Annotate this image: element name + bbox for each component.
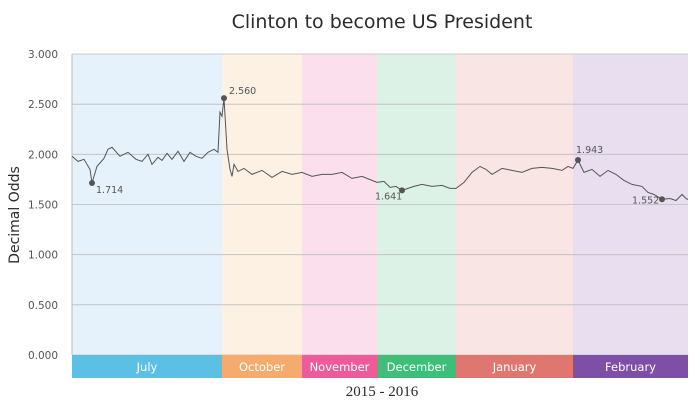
month-segment-january: [456, 355, 573, 378]
month-label: November: [310, 360, 370, 374]
annotation-label: 2.560: [229, 86, 256, 97]
month-segment-november: [302, 355, 377, 378]
x-axis-label: 2015 - 2016: [346, 384, 419, 400]
y-tick-label: 0.000: [28, 350, 58, 362]
annotation-label: 1.641: [375, 191, 402, 202]
y-tick-label: 1.500: [28, 200, 58, 212]
annotation-label: 1.714: [96, 185, 123, 196]
month-segment-october: [222, 355, 302, 378]
annotation-point: [221, 95, 227, 102]
annotation-label: 1.943: [576, 145, 603, 156]
annotation-label: 1.552: [632, 195, 659, 206]
month-bar: July October November December January Februa…: [72, 355, 688, 378]
month-label: July: [136, 360, 158, 374]
chart-title: Clinton to become US President: [232, 11, 533, 33]
month-label: February: [605, 360, 656, 374]
y-tick-label: 2.000: [28, 149, 58, 161]
y-axis-label: Decimal Odds: [7, 166, 23, 264]
month-label: January: [492, 360, 537, 374]
annotation-point: [399, 187, 405, 194]
series-line: [71, 98, 689, 202]
y-tick-labels: 0.000 0.500 1.000 1.500 2.000 2.500 3.000: [28, 49, 58, 362]
month-segment-february: [573, 355, 688, 378]
annotation-point: [575, 157, 581, 164]
month-segment-december: [377, 355, 456, 378]
month-label: October: [239, 360, 285, 374]
annotation-point: [659, 196, 665, 203]
annotation-point: [89, 180, 95, 187]
month-segment-july: [72, 355, 222, 378]
month-label: December: [387, 360, 447, 374]
annotations: 1.714 2.560 1.641 1.943 1.552: [89, 86, 665, 206]
y-tick-label: 3.000: [28, 49, 58, 61]
y-tick-label: 1.000: [28, 250, 58, 262]
y-tick-label: 0.500: [28, 300, 58, 312]
y-tick-label: 2.500: [28, 99, 58, 111]
